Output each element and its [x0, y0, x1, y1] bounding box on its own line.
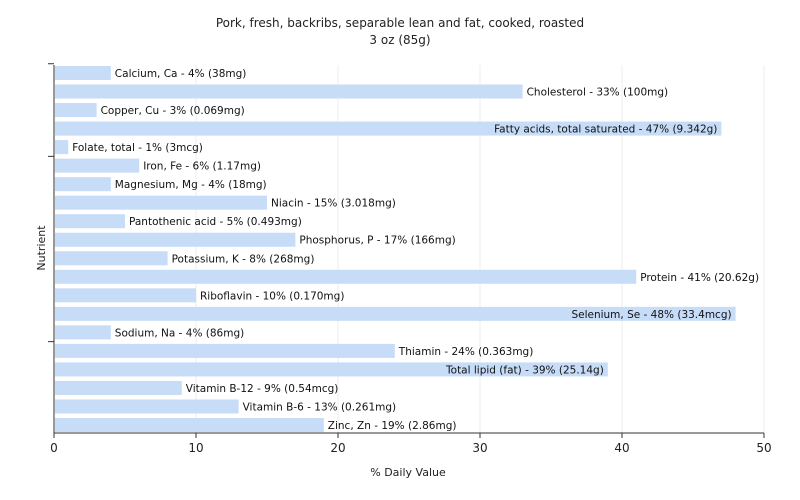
- bar: [55, 140, 69, 155]
- bar-label: Selenium, Se - 48% (33.4mcg): [571, 309, 731, 321]
- x-tick-label: 20: [330, 441, 345, 455]
- bar: [55, 84, 523, 99]
- bar: [55, 103, 97, 118]
- bar-label: Riboflavin - 10% (0.170mg): [200, 290, 344, 302]
- bar: [55, 362, 608, 377]
- bar-label: Vitamin B-12 - 9% (0.54mcg): [186, 383, 339, 395]
- bar-label: Iron, Fe - 6% (1.17mg): [143, 161, 261, 173]
- bar-label: Calcium, Ca - 4% (38mg): [115, 68, 247, 80]
- bar: [55, 121, 722, 136]
- bar-label: Sodium, Na - 4% (86mg): [115, 327, 244, 339]
- bar-label: Protein - 41% (20.62g): [640, 272, 759, 284]
- x-tick-label: 40: [614, 441, 629, 455]
- bar: [55, 214, 125, 229]
- bar: [55, 269, 637, 284]
- bar: [55, 325, 111, 340]
- bar: [55, 251, 168, 266]
- bar: [55, 66, 111, 80]
- bar-label: Folate, total - 1% (3mcg): [72, 142, 203, 154]
- bar-label: Thiamin - 24% (0.363mg): [398, 346, 534, 358]
- bar-label: Pantothenic acid - 5% (0.493mg): [129, 216, 302, 228]
- bar: [55, 306, 736, 321]
- bar: [55, 380, 182, 395]
- bar-label: Niacin - 15% (3.018mg): [271, 198, 396, 210]
- bar: [55, 343, 395, 358]
- chart-title: Pork, fresh, backribs, separable lean an…: [216, 16, 584, 30]
- chart-subtitle: 3 oz (85g): [369, 33, 430, 47]
- axes: 0 10 20 30 40 50: [48, 63, 772, 455]
- x-axis-label: % Daily Value: [370, 466, 446, 479]
- x-tick-label: 10: [188, 441, 203, 455]
- bar: [55, 195, 267, 210]
- bar-label: Fatty acids, total saturated - 47% (9.34…: [494, 124, 717, 136]
- bar-label: Potassium, K - 8% (268mg): [172, 253, 315, 265]
- bar-label: Cholesterol - 33% (100mg): [527, 87, 669, 99]
- bars: Calcium, Ca - 4% (38mg) Cholesterol - 33%…: [55, 66, 759, 432]
- bar-label: Copper, Cu - 3% (0.069mg): [101, 105, 245, 117]
- bar: [55, 158, 140, 173]
- bar-label: Magnesium, Mg - 4% (18mg): [115, 179, 267, 191]
- bar: [55, 399, 239, 414]
- gridlines: [195, 65, 765, 433]
- bar-label: Total lipid (fat) - 39% (25.14g): [445, 364, 604, 376]
- x-tick-label: 0: [50, 441, 58, 455]
- x-tick-label: 50: [756, 441, 771, 455]
- bar: [55, 232, 296, 247]
- bar-label: Vitamin B-6 - 13% (0.261mg): [243, 401, 397, 413]
- bar-label: Zinc, Zn - 19% (2.86mg): [328, 420, 457, 432]
- x-tick-label: 30: [472, 441, 487, 455]
- bar: [55, 177, 111, 192]
- bar: [55, 418, 324, 432]
- bar: [55, 288, 196, 303]
- bar-label: Phosphorus, P - 17% (166mg): [299, 235, 455, 247]
- y-axis-label: Nutrient: [35, 225, 48, 271]
